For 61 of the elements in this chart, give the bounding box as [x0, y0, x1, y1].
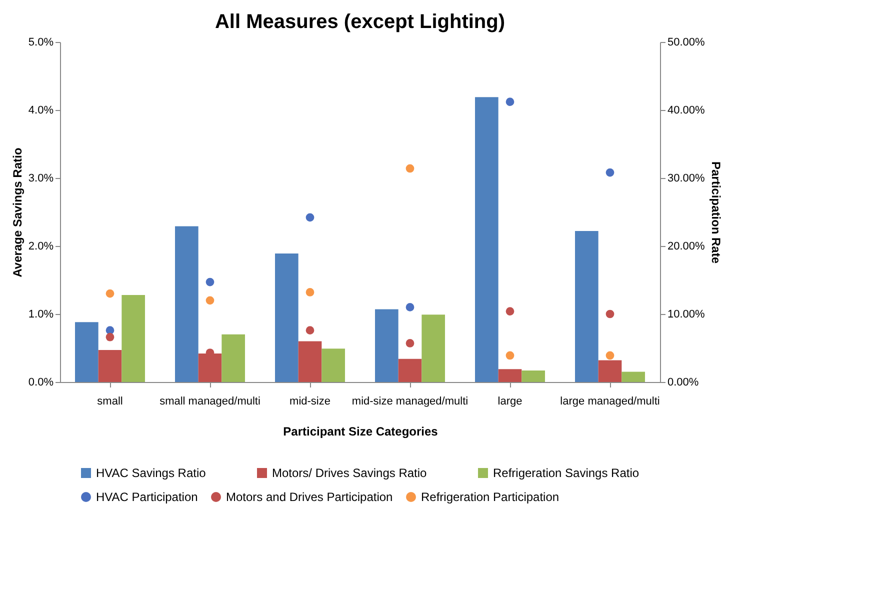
bar — [598, 360, 622, 382]
bar — [222, 334, 245, 382]
y-tick-label: 5.0% — [28, 36, 54, 48]
point — [306, 288, 314, 296]
x-tick-label: large managed/multi — [560, 396, 660, 408]
point — [206, 296, 214, 305]
point — [406, 339, 414, 348]
bar — [422, 314, 445, 382]
legend-label: Refrigeration Participation — [421, 490, 560, 504]
y-tick-label: 3.0% — [28, 172, 54, 184]
point — [306, 326, 314, 334]
y-axis-title: Average Savings Ratio — [10, 148, 24, 278]
bar — [98, 350, 122, 382]
point — [106, 332, 114, 342]
bar — [275, 253, 298, 382]
bar — [322, 348, 345, 382]
point — [206, 278, 214, 286]
point — [106, 289, 114, 298]
point — [506, 98, 514, 106]
y2-tick-label: 30.00% — [668, 172, 706, 184]
y2-tick-label: 20.00% — [668, 240, 706, 252]
bar — [298, 341, 322, 382]
point — [606, 310, 614, 318]
y-tick-label: 4.0% — [28, 104, 54, 116]
y2-axis-title: Participation Rate — [708, 161, 723, 264]
x-tick-label: small — [97, 396, 123, 408]
bar — [175, 226, 198, 382]
legend-label: HVAC Participation — [96, 490, 198, 504]
bar — [498, 369, 522, 382]
y2-tick-label: 0.00% — [668, 376, 699, 388]
bar — [398, 358, 422, 382]
y-tick-label: 1.0% — [28, 308, 54, 320]
x-tick-label: mid-size — [290, 396, 330, 408]
point — [406, 303, 414, 312]
legend-label: Motors/ Drives Savings Ratio — [272, 466, 428, 480]
x-axis-title: Participant Size Categories — [283, 424, 438, 438]
legend-label: HVAC Savings Ratio — [96, 466, 206, 480]
x-tick-label: mid-size managed/multi — [352, 396, 468, 408]
chart-title: All Measures (except Lighting) — [214, 11, 506, 33]
y-tick-label: 2.0% — [28, 240, 54, 252]
y2-tick-label: 10.00% — [668, 308, 706, 320]
point — [606, 351, 614, 360]
point — [306, 213, 314, 222]
bar — [475, 97, 498, 382]
y2-tick-label: 40.00% — [668, 104, 706, 116]
point — [406, 164, 414, 173]
legend-label: Motors and Drives Participation — [226, 490, 393, 504]
bar — [375, 309, 398, 382]
bar — [575, 231, 598, 382]
bar — [522, 370, 545, 382]
point — [506, 307, 514, 316]
point — [506, 351, 514, 360]
bar — [122, 294, 145, 382]
y-tick-label: 0.0% — [28, 376, 54, 388]
bar — [75, 322, 98, 382]
point — [606, 168, 614, 177]
y2-tick-label: 50.00% — [668, 36, 706, 48]
x-tick-label: large — [498, 396, 522, 408]
bar — [622, 372, 645, 382]
x-tick-label: small managed/multi — [160, 396, 260, 408]
legend-label: Refrigeration Savings Ratio — [493, 466, 640, 480]
